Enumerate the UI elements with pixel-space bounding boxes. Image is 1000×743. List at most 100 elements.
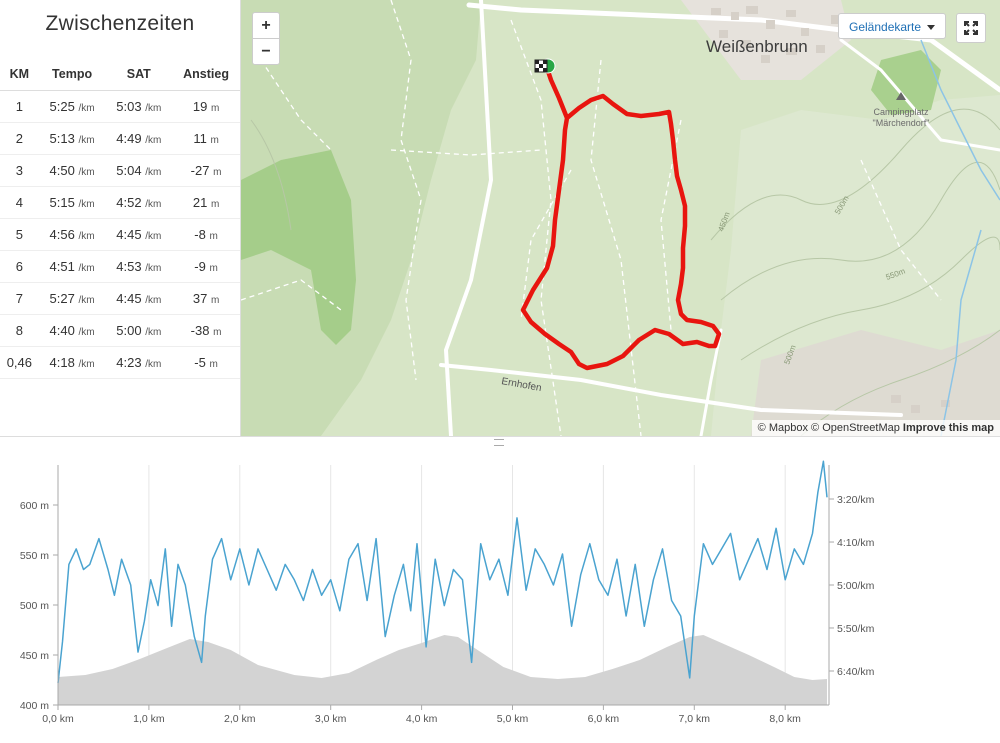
split-row[interactable]: 7 5:27 /km 4:45 /km 37 m xyxy=(0,282,240,315)
right-tick-label: 4:10/km xyxy=(837,537,875,549)
forest-area-west xyxy=(241,0,481,436)
split-sat-value: 4:23 xyxy=(116,355,142,370)
panel-resize-handle[interactable] xyxy=(0,436,1000,447)
mapbox-link[interactable]: © Mapbox xyxy=(757,422,808,434)
split-sat: 4:23 /km xyxy=(105,346,173,379)
split-sat-value: 5:00 xyxy=(116,323,142,338)
split-tempo-unit: /km xyxy=(78,359,95,370)
split-tempo-unit: /km xyxy=(78,231,95,242)
poi-label-line1: Campingplatz xyxy=(873,107,929,117)
split-tempo: 5:27 /km xyxy=(38,282,106,315)
split-anstieg-unit: m xyxy=(209,359,218,370)
split-km: 8 xyxy=(0,314,39,347)
split-sat-unit: /km xyxy=(145,231,162,242)
split-tempo-unit: /km xyxy=(78,199,95,210)
split-row[interactable]: 0,46 4:18 /km 4:23 /km -5 m xyxy=(0,346,240,379)
split-anstieg: 11 m xyxy=(172,122,240,155)
x-tick-label: 3,0 km xyxy=(315,713,347,725)
split-sat-value: 5:04 xyxy=(116,163,142,178)
split-km: 7 xyxy=(0,282,39,315)
split-sat-unit: /km xyxy=(145,135,162,146)
split-tempo-value: 5:15 xyxy=(49,195,75,210)
split-sat: 4:53 /km xyxy=(105,250,173,283)
zoom-in-button[interactable]: + xyxy=(253,13,279,39)
splits-panel: Zwischenzeiten KM Tempo SAT Anstieg 1 5:2… xyxy=(0,0,241,436)
camp-green xyxy=(871,50,941,115)
split-sat-unit: /km xyxy=(145,295,162,306)
header-anstieg: Anstieg xyxy=(172,58,240,91)
split-km-value: 2 xyxy=(15,131,23,146)
left-tick-label: 400 m xyxy=(20,700,49,712)
split-anstieg-value: 11 xyxy=(193,131,207,146)
split-tempo-value: 5:13 xyxy=(49,131,75,146)
header-km: KM xyxy=(0,58,39,91)
split-tempo-unit: /km xyxy=(78,135,95,146)
split-sat: 5:04 /km xyxy=(105,154,173,187)
split-tempo: 5:13 /km xyxy=(38,122,106,155)
split-sat-unit: /km xyxy=(145,199,162,210)
split-sat-unit: /km xyxy=(145,327,162,338)
split-row[interactable]: 4 5:15 /km 4:52 /km 21 m xyxy=(0,186,240,219)
split-tempo-unit: /km xyxy=(78,327,95,338)
map-type-label: Geländekarte xyxy=(849,20,922,34)
split-tempo-value: 4:50 xyxy=(49,163,75,178)
x-tick-label: 8,0 km xyxy=(769,713,801,725)
split-km-value: 7 xyxy=(15,291,23,306)
split-tempo-unit: /km xyxy=(78,295,95,306)
split-row[interactable]: 3 4:50 /km 5:04 /km -27 m xyxy=(0,154,240,187)
stream xyxy=(920,39,1000,201)
split-sat: 4:45 /km xyxy=(105,218,173,251)
split-sat-value: 4:45 xyxy=(116,227,142,242)
improve-map-link[interactable]: Improve this map xyxy=(902,422,994,434)
split-anstieg-value: -5 xyxy=(194,355,206,370)
right-tick-label: 3:20/km xyxy=(837,494,875,506)
split-row[interactable]: 2 5:13 /km 4:49 /km 11 m xyxy=(0,122,240,155)
fullscreen-button[interactable] xyxy=(956,13,986,43)
expand-icon xyxy=(964,21,978,35)
elevation-area xyxy=(58,635,827,705)
split-row[interactable]: 6 4:51 /km 4:53 /km -9 m xyxy=(0,250,240,283)
split-sat-value: 4:45 xyxy=(116,291,142,306)
roads xyxy=(439,0,1000,436)
split-anstieg-value: 21 xyxy=(192,195,208,210)
split-row[interactable]: 1 5:25 /km 5:03 /km 19 m xyxy=(0,90,240,123)
header-tempo: Tempo xyxy=(38,58,106,91)
split-anstieg-unit: m xyxy=(210,103,220,114)
split-tempo-unit: /km xyxy=(78,263,95,274)
split-sat-value: 5:03 xyxy=(116,99,142,114)
left-tick-label: 600 m xyxy=(20,500,49,512)
split-anstieg: -27 m xyxy=(172,154,240,187)
split-row[interactable]: 5 4:56 /km 4:45 /km -8 m xyxy=(0,218,240,251)
split-sat: 4:45 /km xyxy=(105,282,173,315)
split-tempo-value: 5:27 xyxy=(49,291,75,306)
osm-link[interactable]: © OpenStreetMap xyxy=(811,422,900,434)
left-tick-label: 450 m xyxy=(20,650,49,662)
chart-canvas[interactable]: 400 m 450 m 500 m 550 m 600 m 3:20/km 4:10/km 5… xyxy=(0,447,1000,738)
split-anstieg-value: -9 xyxy=(194,259,206,274)
split-sat-value: 4:49 xyxy=(116,131,142,146)
header-sat: SAT xyxy=(105,58,173,91)
split-km-value: 3 xyxy=(15,163,23,178)
split-sat-unit: /km xyxy=(145,167,162,178)
route-map[interactable]: Weißenbrunn Campingplatz "Märchendorf" E… xyxy=(241,0,1000,436)
split-anstieg-value: 19 xyxy=(192,99,208,114)
split-tempo-value: 5:25 xyxy=(49,99,75,114)
route-track[interactable] xyxy=(520,62,722,371)
village-south xyxy=(751,330,1000,436)
zoom-out-button[interactable]: − xyxy=(261,43,271,60)
pace-line[interactable] xyxy=(57,460,828,684)
split-row[interactable]: 8 4:40 /km 5:00 /km -38 m xyxy=(0,314,240,347)
buildings xyxy=(711,6,950,413)
split-km: 4 xyxy=(0,186,39,219)
elevation-pace-chart[interactable]: 400 m 450 m 500 m 550 m 600 m 3:20/km 4:10/km 5… xyxy=(0,447,1000,738)
map-canvas[interactable]: Weißenbrunn Campingplatz "Märchendorf" E… xyxy=(241,0,1000,436)
x-tick-label: 1,0 km xyxy=(133,713,165,725)
split-tempo-value: 4:56 xyxy=(49,227,75,242)
start-finish-flag-icon[interactable] xyxy=(534,58,556,74)
split-anstieg-value: -27 xyxy=(190,163,210,178)
split-sat-unit: /km xyxy=(145,359,162,370)
map-type-dropdown[interactable]: Geländekarte xyxy=(838,13,946,39)
split-sat: 5:00 /km xyxy=(105,314,173,347)
split-anstieg-value: -38 xyxy=(190,323,210,338)
split-anstieg-unit: m xyxy=(210,199,220,210)
